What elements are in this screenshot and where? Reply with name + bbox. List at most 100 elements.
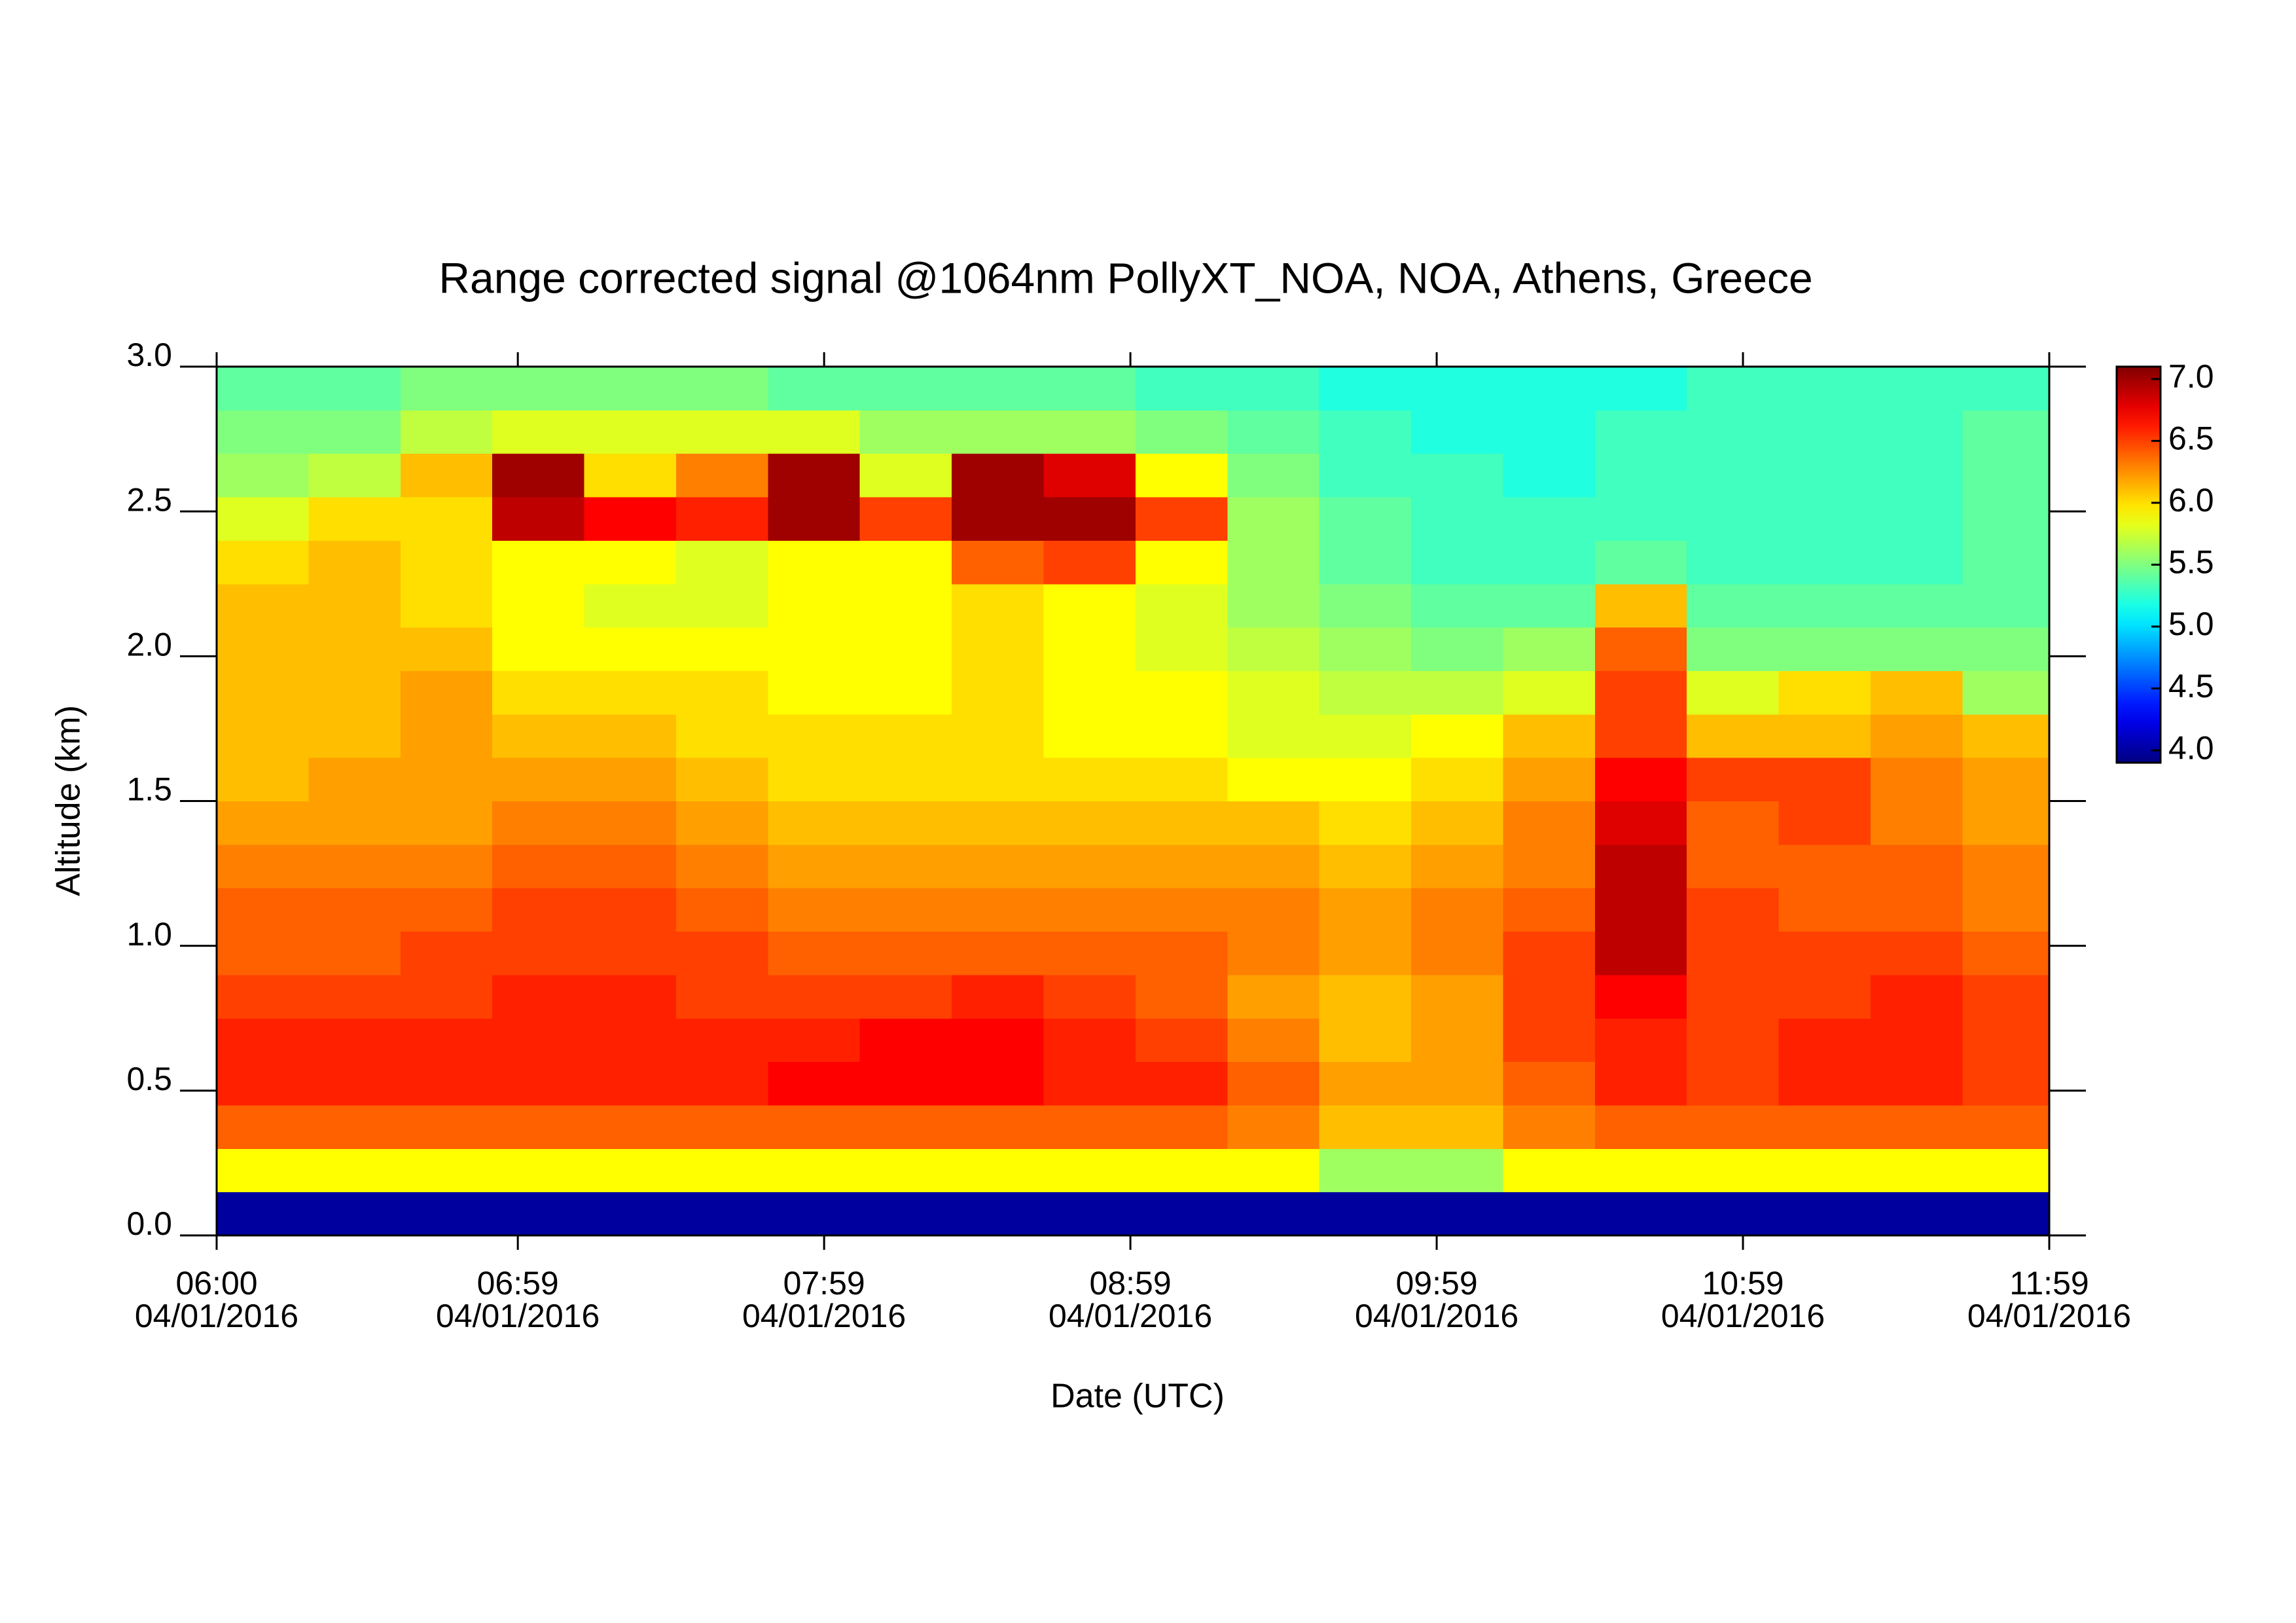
heatmap-cell xyxy=(1594,1192,1687,1236)
heatmap-cell xyxy=(308,844,401,888)
heatmap-cell xyxy=(308,801,401,845)
heatmap-cell xyxy=(584,757,677,801)
heatmap-cell xyxy=(1227,888,1320,932)
heatmap-cell xyxy=(1227,540,1320,585)
heatmap-cell xyxy=(768,627,861,671)
heatmap-cell xyxy=(1319,844,1412,888)
heatmap-cell xyxy=(584,1018,677,1063)
heatmap-cell xyxy=(308,757,401,801)
heatmap-cell xyxy=(584,931,677,976)
heatmap-cell xyxy=(1962,453,2050,498)
heatmap-cell xyxy=(1778,1148,1871,1193)
heatmap-cell xyxy=(1594,497,1687,541)
heatmap-cell xyxy=(1962,670,2050,715)
heatmap-cell xyxy=(675,670,768,715)
heatmap-cell xyxy=(400,410,493,454)
heatmap-cell xyxy=(1962,540,2050,585)
heatmap-cell xyxy=(492,931,585,976)
heatmap-cell xyxy=(217,1104,309,1149)
heatmap-cell xyxy=(1135,367,1228,410)
heatmap-cell xyxy=(859,453,952,498)
heatmap-cell xyxy=(1135,801,1228,845)
colorbar-tick-label: 5.5 xyxy=(2168,544,2214,581)
heatmap-cell xyxy=(1411,367,1503,410)
heatmap-cell xyxy=(1227,801,1320,845)
x-tick-label: 07:59 04/01/2016 xyxy=(742,1265,906,1334)
heatmap-cell xyxy=(1227,1018,1320,1063)
heatmap-cell xyxy=(217,801,309,845)
heatmap-cell xyxy=(400,757,493,801)
heatmap-cell xyxy=(675,974,768,1019)
heatmap-cell xyxy=(1594,888,1687,932)
y-axis-label: Altitude (km) xyxy=(50,705,88,896)
heatmap-cell xyxy=(400,931,493,976)
heatmap-cell xyxy=(859,410,952,454)
heatmap-cell xyxy=(584,844,677,888)
heatmap-cell xyxy=(1319,540,1412,585)
heatmap-cell xyxy=(952,540,1045,585)
heatmap-cell xyxy=(492,1104,585,1149)
heatmap-cell xyxy=(492,844,585,888)
heatmap-cell xyxy=(492,1148,585,1193)
heatmap-cell xyxy=(584,453,677,498)
heatmap-cell xyxy=(1778,497,1871,541)
heatmap-cell xyxy=(859,1104,952,1149)
heatmap-cell xyxy=(1411,714,1503,758)
heatmap-cell xyxy=(952,801,1045,845)
heatmap-cell xyxy=(217,540,309,585)
heatmap-cell xyxy=(584,1192,677,1236)
heatmap-cell xyxy=(1043,627,1136,671)
heatmap-cell xyxy=(1778,540,1871,585)
heatmap-cell xyxy=(1778,757,1871,801)
heatmap-cell xyxy=(952,1148,1045,1193)
heatmap-cell xyxy=(952,931,1045,976)
heatmap-cell xyxy=(1687,888,1780,932)
heatmap-cell xyxy=(1503,714,1596,758)
heatmap-cell xyxy=(859,757,952,801)
heatmap-cell xyxy=(1962,714,2050,758)
heatmap-cell xyxy=(1503,670,1596,715)
y-tick-label: 3.0 xyxy=(126,337,172,373)
heatmap-cell xyxy=(675,453,768,498)
heatmap-cell xyxy=(1778,888,1871,932)
heatmap-cell xyxy=(584,888,677,932)
x-axis-label: Date (UTC) xyxy=(1050,1377,1225,1415)
heatmap-cell xyxy=(1135,410,1228,454)
heatmap-cell xyxy=(1962,844,2050,888)
heatmap-cell xyxy=(400,1061,493,1106)
heatmap-cell xyxy=(1411,410,1503,454)
heatmap-cell xyxy=(217,888,309,932)
heatmap-cell xyxy=(400,1148,493,1193)
heatmap-cell xyxy=(217,931,309,976)
x-tick-label: 06:00 04/01/2016 xyxy=(135,1265,298,1334)
heatmap-cell xyxy=(1135,931,1228,976)
heatmap-cell xyxy=(1319,410,1412,454)
heatmap-cell xyxy=(1227,714,1320,758)
heatmap-cell xyxy=(1411,670,1503,715)
x-tick-label-line: 04/01/2016 xyxy=(1661,1298,1825,1334)
heatmap-cell xyxy=(308,1061,401,1106)
heatmap-cell xyxy=(584,497,677,541)
heatmap-cell xyxy=(1043,1104,1136,1149)
heatmap-cell xyxy=(400,670,493,715)
heatmap-cell xyxy=(1319,497,1412,541)
y-tick-label: 1.0 xyxy=(126,916,172,953)
heatmap-cell xyxy=(1135,453,1228,498)
heatmap-cell xyxy=(1227,757,1320,801)
heatmap-cell xyxy=(1135,540,1228,585)
heatmap-cell xyxy=(1687,453,1780,498)
heatmap-cell xyxy=(952,714,1045,758)
heatmap-cell xyxy=(1319,1018,1412,1063)
heatmap-cell xyxy=(1594,801,1687,845)
heatmap-cell xyxy=(400,367,493,410)
heatmap-cell xyxy=(400,540,493,585)
heatmap-cell xyxy=(1594,583,1687,628)
heatmap-cell xyxy=(1871,1104,1963,1149)
heatmap-cell xyxy=(1503,931,1596,976)
heatmap-cell xyxy=(1411,627,1503,671)
heatmap-cell xyxy=(1043,670,1136,715)
heatmap-cell xyxy=(1962,931,2050,976)
heatmap-cell xyxy=(400,1104,493,1149)
heatmap-cell xyxy=(859,670,952,715)
heatmap-cell xyxy=(952,670,1045,715)
